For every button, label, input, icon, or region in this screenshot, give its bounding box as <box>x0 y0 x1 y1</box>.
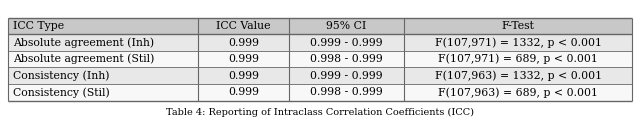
Text: 0.999: 0.999 <box>228 38 259 48</box>
Text: F(107,963) = 1332, p < 0.001: F(107,963) = 1332, p < 0.001 <box>435 71 602 81</box>
Text: Consistency (Inh): Consistency (Inh) <box>13 71 109 81</box>
Text: F(107,971) = 1332, p < 0.001: F(107,971) = 1332, p < 0.001 <box>435 37 602 48</box>
Text: 0.999: 0.999 <box>228 87 259 97</box>
Text: F(107,963) = 689, p < 0.001: F(107,963) = 689, p < 0.001 <box>438 87 598 98</box>
Text: F(107,971) = 689, p < 0.001: F(107,971) = 689, p < 0.001 <box>438 54 598 64</box>
Bar <box>8 34 632 51</box>
Text: 0.999 - 0.999: 0.999 - 0.999 <box>310 71 383 81</box>
Bar <box>8 84 632 101</box>
Bar <box>8 67 632 84</box>
Text: Consistency (Stil): Consistency (Stil) <box>13 87 109 98</box>
Text: F-Test: F-Test <box>502 21 535 31</box>
Text: 0.998 - 0.999: 0.998 - 0.999 <box>310 54 383 64</box>
Text: Table 4: Reporting of Intraclass Correlation Coefficients (ICC): Table 4: Reporting of Intraclass Correla… <box>166 108 474 117</box>
Text: Absolute agreement (Inh): Absolute agreement (Inh) <box>13 37 154 48</box>
Bar <box>8 18 632 34</box>
Text: 0.999: 0.999 <box>228 71 259 81</box>
Text: 0.998 - 0.999: 0.998 - 0.999 <box>310 87 383 97</box>
Text: 0.999: 0.999 <box>228 54 259 64</box>
Bar <box>8 51 632 67</box>
Text: 95% CI: 95% CI <box>326 21 367 31</box>
Text: ICC Type: ICC Type <box>13 21 64 31</box>
Text: ICC Value: ICC Value <box>216 21 271 31</box>
Text: 0.999 - 0.999: 0.999 - 0.999 <box>310 38 383 48</box>
Text: Absolute agreement (Stil): Absolute agreement (Stil) <box>13 54 154 64</box>
